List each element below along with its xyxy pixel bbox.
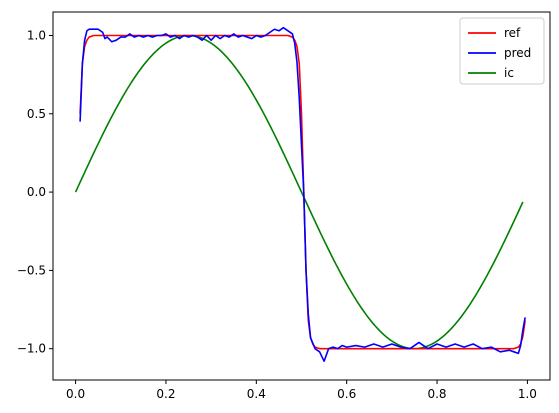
- series-line-ic: [74, 34, 524, 350]
- y-tick-label: 0.0: [27, 185, 46, 199]
- x-tick-label: 0.2: [156, 387, 175, 401]
- y-tick-label: 1.0: [27, 28, 46, 42]
- y-tick-label: −1.0: [17, 342, 46, 356]
- x-axis: 0.0 0.2 0.4 0.6 0.8 1.0: [66, 380, 537, 401]
- x-tick-label: 0.6: [337, 387, 356, 401]
- x-tick-label: 0.8: [427, 387, 446, 401]
- x-tick-label: 0.4: [247, 387, 266, 401]
- legend: ref pred ic: [459, 17, 545, 85]
- y-tick-label: −0.5: [17, 263, 46, 277]
- x-tick-label: 0.0: [66, 387, 85, 401]
- legend-box: [459, 17, 545, 85]
- y-axis: 1.0 0.5 0.0 −0.5 −1.0: [17, 28, 53, 356]
- x-tick-label: 1.0: [518, 387, 537, 401]
- y-tick-label: 0.5: [27, 107, 46, 121]
- legend-label-pred: pred: [504, 46, 531, 60]
- legend-label-ref: ref: [504, 26, 521, 40]
- legend-label-ic: ic: [504, 66, 514, 80]
- series-line-pred: [79, 26, 526, 363]
- series-layer: [74, 26, 526, 363]
